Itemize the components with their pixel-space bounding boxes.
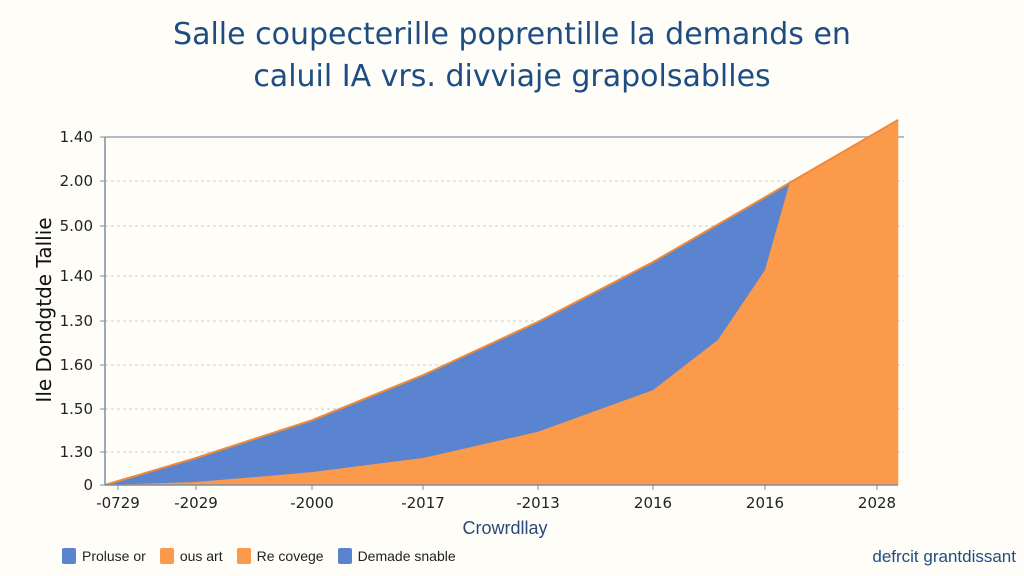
y-tick-label: 1.40 [60,128,93,146]
annotation-note: defrcit grantdissant [872,547,1016,566]
legend-label: Proluse or [82,548,146,564]
y-tick-label: 1.60 [60,356,93,374]
legend-label: Demade snable [357,548,456,564]
x-tick-label: -2029 [174,494,218,512]
chart-title: Salle coupecterille poprentille la deman… [0,14,1024,98]
y-tick-label: 5.00 [60,217,93,235]
area-blue [104,182,790,486]
legend-label: ous art [179,548,223,564]
x-axis-label: Crowrdllay [462,518,548,538]
x-tick-label: -2013 [516,494,560,512]
title-line-2: caluil IA vrs. divviaje grapolsablles [253,59,771,94]
legend-swatch [337,548,352,564]
y-tick-label: 1.40 [60,267,93,285]
legend-item[interactable]: Proluse or [62,548,146,564]
legend-swatch [62,548,76,564]
legend-label: Re covege [256,548,324,564]
title-line-1: Salle coupecterille poprentille la deman… [173,17,851,52]
y-tick-label: 1.30 [60,312,93,330]
x-tick-label: -2000 [290,494,334,512]
legend-item[interactable]: Re covege [236,548,324,564]
x-tick-label: 2016 [634,494,672,512]
area-orange [104,119,899,485]
legend-swatch [159,548,174,564]
series-line-orange [104,118,899,486]
y-tick-label: 1.50 [60,400,93,418]
y-tick-label: 0 [83,476,93,494]
y-tick-label: 1.30 [60,443,93,461]
x-tick-label: -0729 [96,494,140,512]
x-tick-label: 2016 [746,494,784,512]
legend-item[interactable]: ous art [159,548,223,564]
x-tick-label: 2028 [858,494,896,512]
legend-item[interactable]: Demade snable [337,548,456,564]
legend: Proluse or ous art Re covege Demade snab… [62,548,456,564]
y-axis-label: Ile Dondgtde Tallie [32,217,56,403]
legend-swatch [236,548,251,564]
y-tick-label: 2.00 [60,172,93,190]
x-tick-label: -2017 [401,494,445,512]
